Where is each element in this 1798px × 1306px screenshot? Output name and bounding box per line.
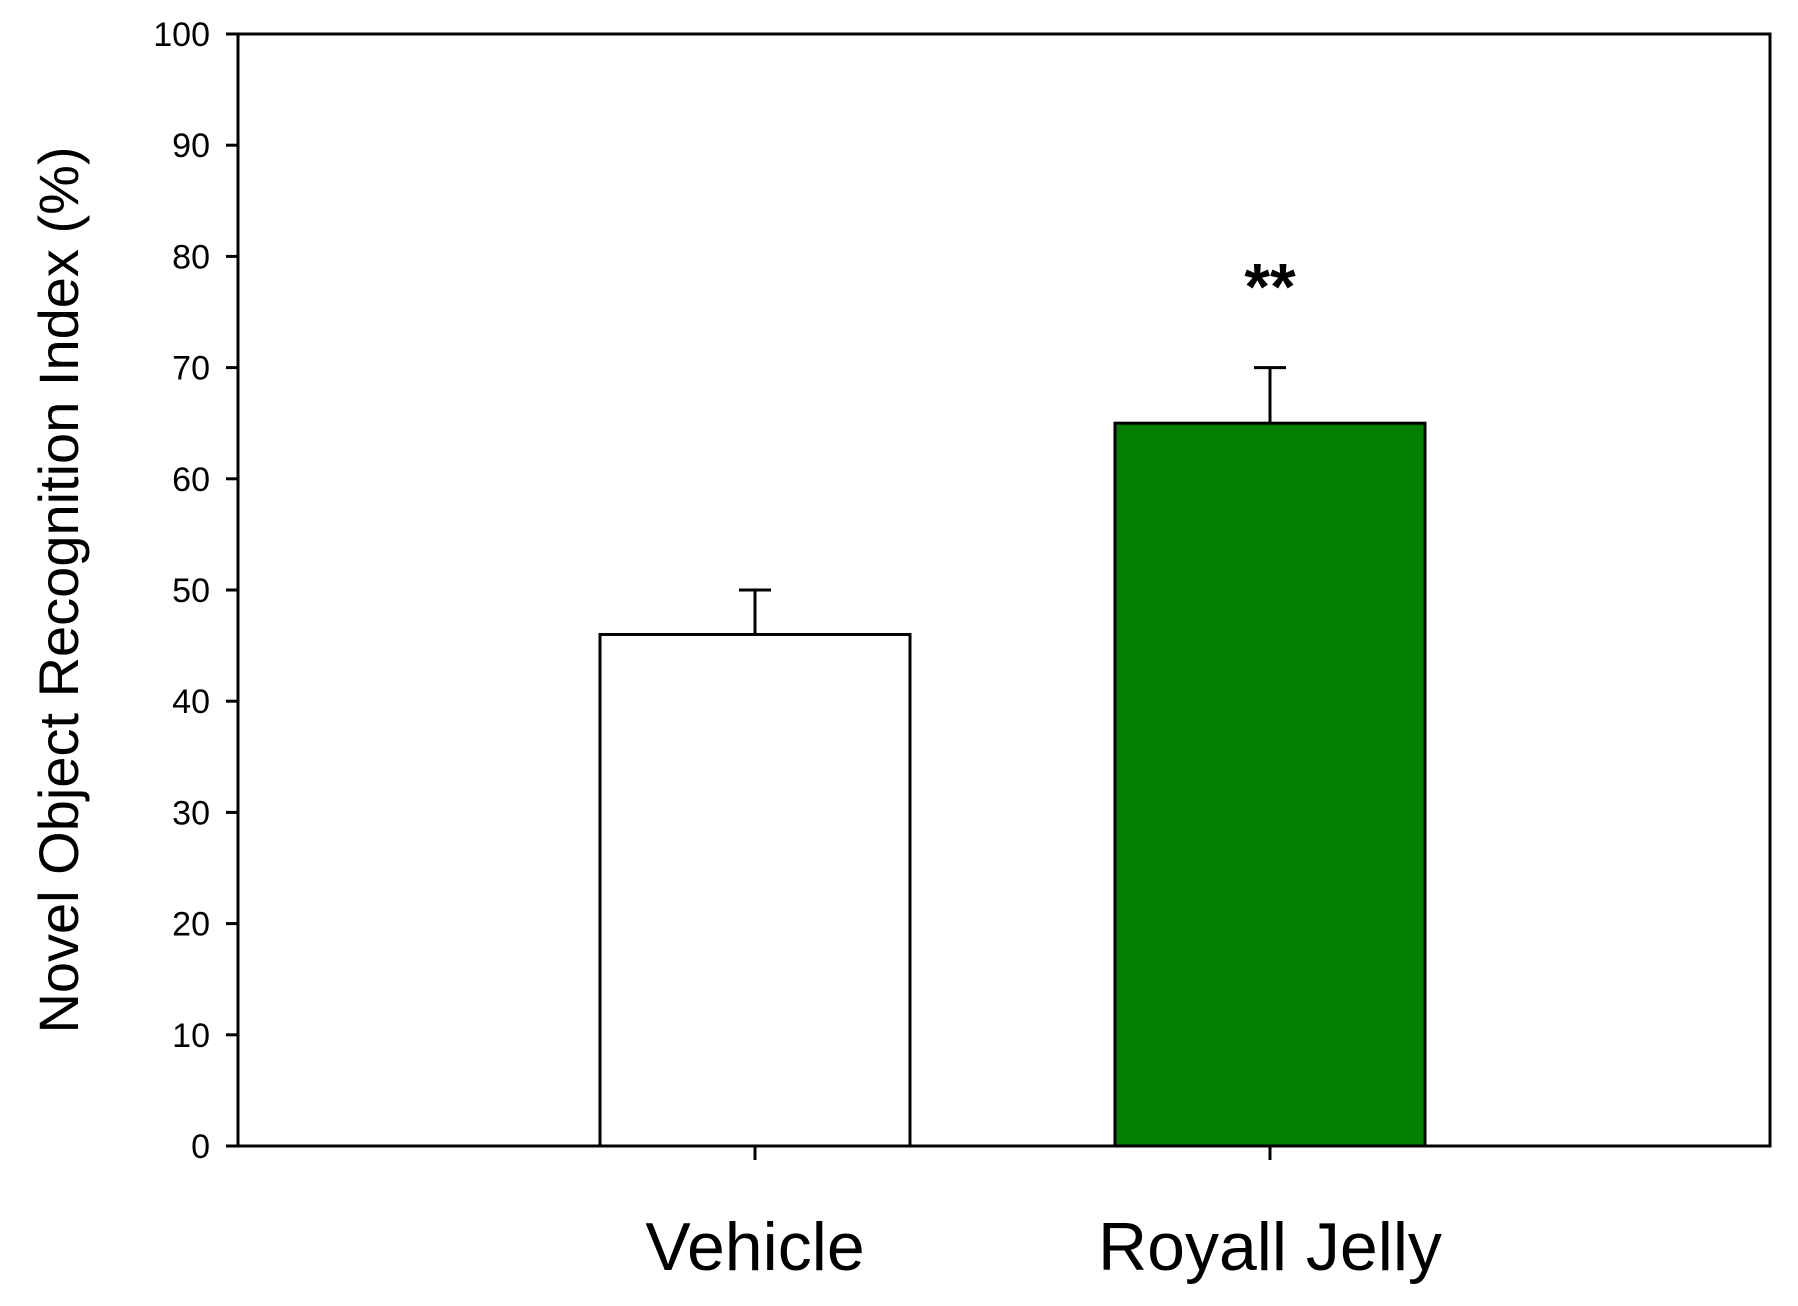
bar — [1113, 421, 1427, 1148]
y-tick-label: 0 — [191, 1128, 210, 1166]
y-tick-label: 30 — [172, 794, 210, 832]
y-axis: 0 10 20 30 40 50 60 70 80 90 100 — [153, 16, 238, 1166]
y-tick-label: 90 — [172, 127, 210, 165]
y-tick-label: 70 — [172, 350, 210, 388]
plot-frame — [236, 32, 1772, 1148]
y-tick-label: 10 — [172, 1017, 210, 1055]
bars: ** — [598, 250, 1427, 1148]
significance-label: ** — [1244, 250, 1296, 324]
y-tick-label: 20 — [172, 906, 210, 944]
y-tick-label: 80 — [172, 238, 210, 276]
y-tick-label: 100 — [153, 16, 210, 54]
category-label: Vehicle — [645, 1209, 864, 1285]
x-axis: Vehicle Royall Jelly — [645, 1146, 1442, 1285]
bar — [598, 632, 912, 1148]
y-tick-label: 60 — [172, 461, 210, 499]
y-tick-label: 50 — [172, 572, 210, 610]
category-label: Royall Jelly — [1098, 1209, 1442, 1285]
y-tick-label: 40 — [172, 683, 210, 721]
y-axis-title: Novel Object Recognition Index (%) — [27, 146, 90, 1033]
